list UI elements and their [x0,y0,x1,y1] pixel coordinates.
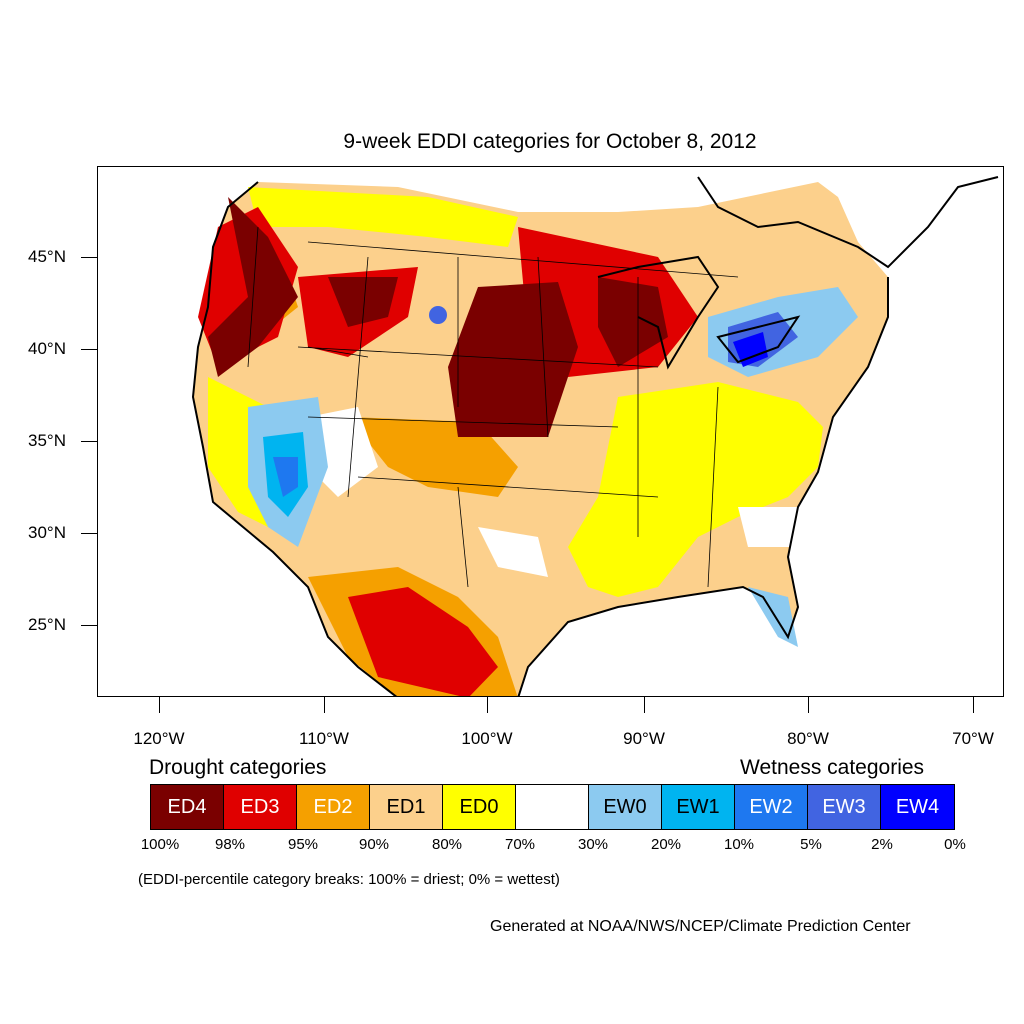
break-label-10: 10% [723,836,755,853]
lon-tick-100 [487,697,488,713]
legend-box-ew1: EW1 [662,785,735,829]
ed3-region-mexico [348,587,498,696]
break-label-90: 90% [358,836,390,853]
lon-label-90: 90°W [623,729,665,748]
legend-box-ed4: ED4 [151,785,224,829]
legend-label-ed2: ED2 [313,795,353,818]
lon-tick-120 [159,697,160,713]
credit-line: Generated at NOAA/NWS/NCEP/Climate Predi… [490,918,911,935]
ew2-region-southwest [273,457,298,497]
neutral-region-southeast [738,507,798,547]
category-note: (EDDI-percentile category breaks: 100% =… [138,871,560,888]
lat-tick-30 [81,533,97,534]
ed0-region-east [568,382,823,597]
eddi-map [191,176,999,696]
break-label-2: 2% [871,836,893,853]
break-label-80: 80% [431,836,463,853]
canada-coast [697,176,999,269]
state-borders [247,226,739,588]
legend-box-ed2: ED2 [297,785,370,829]
legend-box-ed3: ED3 [224,785,297,829]
break-label-70: 70% [504,836,536,853]
lon-tick-80 [808,697,809,713]
legend-box-ew0: EW0 [589,785,662,829]
legend-box-ew2: EW2 [735,785,808,829]
lon-label-120: 120°W [133,729,185,748]
lat-label-25: 25°N [28,615,66,634]
category-legend: ED4 ED3 ED2 ED1 ED0 EW0 EW1 EW2 EW3 EW4 [150,784,955,830]
legend-box-ew3: EW3 [808,785,881,829]
lat-tick-45 [81,257,97,258]
map-panel [97,166,1004,697]
legend-label-ew1: EW1 [676,795,720,818]
legend-label-ed4: ED4 [167,795,207,818]
ed4-region-great-lakes [598,277,668,367]
break-label-95: 95% [287,836,319,853]
neutral-region-texas [478,527,548,577]
lat-label-35: 35°N [28,431,66,450]
lat-tick-40 [81,349,97,350]
break-label-20: 20% [650,836,682,853]
break-label-30: 30% [577,836,609,853]
legend-box-neutral [516,785,589,829]
ed4-region-rockies [328,277,398,327]
lat-tick-25 [81,625,97,626]
legend-box-ew4: EW4 [881,785,954,829]
break-label-5: 5% [800,836,822,853]
legend-label-ed0: ED0 [459,795,499,818]
wetness-categories-title: Wetness categories [740,756,925,779]
break-label-0: 0% [944,836,966,853]
legend-box-ed1: ED1 [370,785,443,829]
lat-label-45: 45°N [28,247,66,266]
neutral-region-great-basin [308,407,378,497]
lon-label-110: 110°W [299,729,349,748]
ew-spot-wyoming [429,306,447,324]
map-title: 9-week EDDI categories for October 8, 20… [343,130,757,153]
great-lakes-outline [597,255,801,370]
break-label-98: 98% [214,836,246,853]
lon-label-80: 80°W [787,729,829,748]
lon-tick-90 [644,697,645,713]
legend-box-ed0: ED0 [443,785,516,829]
lat-label-40: 40°N [28,339,66,358]
ed4-region-northwest [208,197,298,377]
legend-label-ew4: EW4 [895,795,940,818]
legend-label-ed3: ED3 [240,795,280,818]
drought-categories-title: Drought categories [149,756,327,779]
break-label-100: 100% [140,836,180,853]
ed0-region-north [248,187,518,247]
lat-label-30: 30°N [28,523,66,542]
legend-label-ew0: EW0 [603,795,647,818]
ew4-region-northeast [733,332,768,367]
lon-label-70: 70°W [952,729,994,748]
lon-tick-70 [973,697,974,713]
legend-label-ed1: ED1 [386,795,426,818]
lon-label-100: 100°W [461,729,513,748]
legend-label-ew2: EW2 [749,795,793,818]
lat-tick-35 [81,441,97,442]
legend-label-ew3: EW3 [822,795,866,818]
lon-tick-110 [324,697,325,713]
coastline [191,181,889,696]
